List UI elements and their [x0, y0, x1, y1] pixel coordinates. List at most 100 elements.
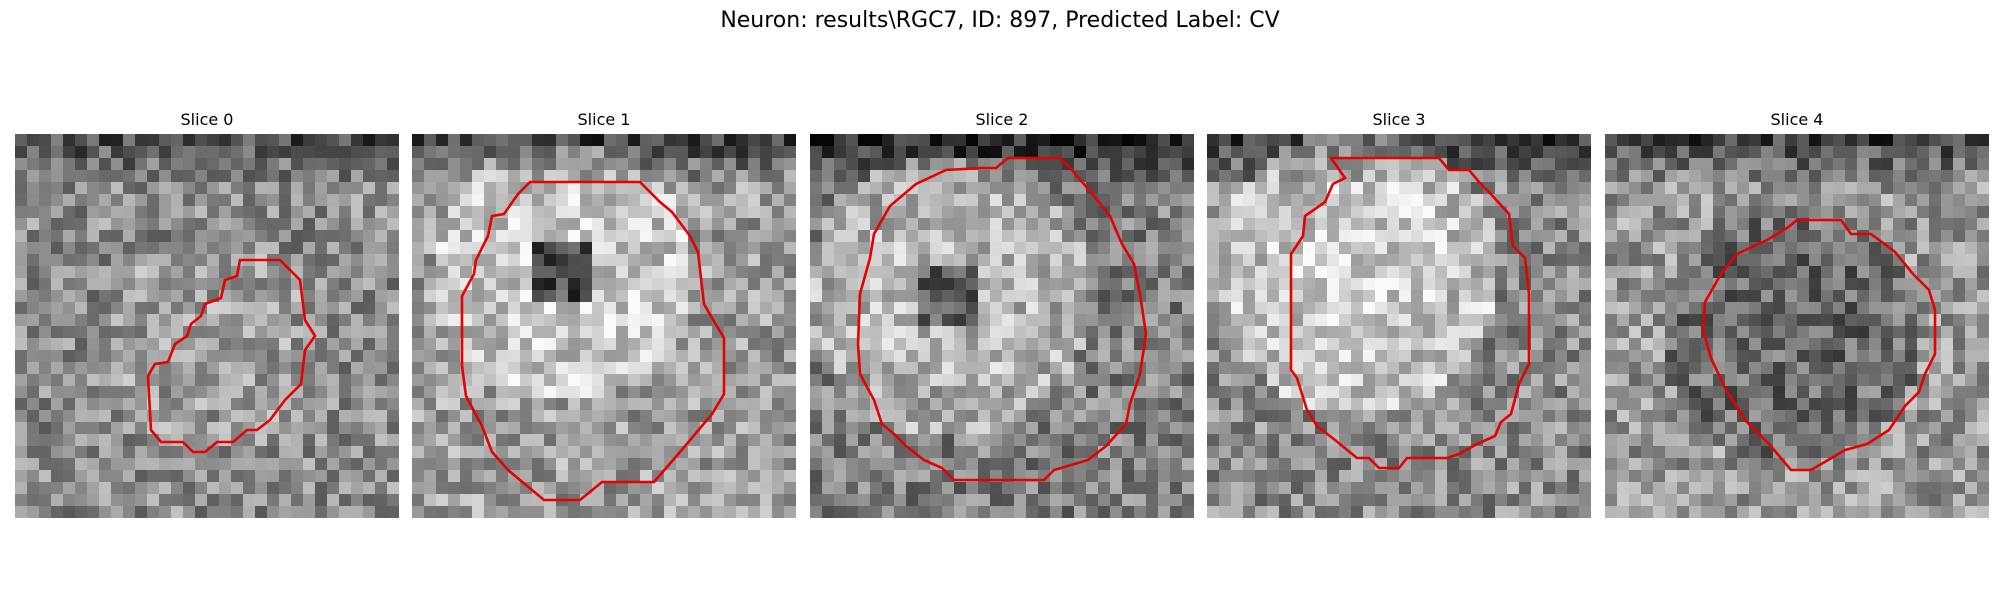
texture-pixel	[1411, 482, 1424, 495]
texture-pixel	[1375, 494, 1388, 507]
texture-pixel	[556, 158, 569, 171]
texture-pixel	[1617, 206, 1630, 219]
texture-pixel	[520, 206, 533, 219]
texture-pixel	[1243, 146, 1256, 159]
texture-pixel	[1423, 458, 1436, 471]
texture-pixel	[436, 482, 449, 495]
texture-pixel	[1279, 194, 1292, 207]
texture-pixel	[822, 134, 835, 147]
texture-pixel	[1351, 338, 1364, 351]
texture-pixel	[1471, 218, 1484, 231]
texture-pixel	[1243, 506, 1256, 518]
texture-pixel	[882, 494, 895, 507]
texture-pixel	[1411, 194, 1424, 207]
texture-pixel	[1653, 182, 1666, 195]
texture-pixel	[1231, 374, 1244, 387]
texture-pixel	[1146, 254, 1159, 267]
texture-pixel	[1098, 350, 1111, 363]
texture-pixel	[1207, 422, 1220, 435]
texture-pixel	[568, 254, 581, 267]
texture-pixel	[1821, 266, 1834, 279]
texture-pixel	[652, 278, 665, 291]
texture-pixel	[1327, 302, 1340, 315]
texture-pixel	[1531, 146, 1544, 159]
texture-pixel	[1857, 326, 1870, 339]
texture-pixel	[243, 338, 256, 351]
texture-pixel	[1567, 470, 1580, 483]
texture-pixel	[784, 350, 796, 363]
texture-pixel	[580, 314, 593, 327]
texture-pixel	[664, 494, 677, 507]
texture-pixel	[1158, 350, 1171, 363]
texture-pixel	[930, 338, 943, 351]
texture-pixel	[1543, 194, 1556, 207]
texture-pixel	[1567, 506, 1580, 518]
texture-pixel	[1447, 410, 1460, 423]
texture-pixel	[724, 242, 737, 255]
texture-pixel	[1725, 302, 1738, 315]
texture-pixel	[1110, 398, 1123, 411]
texture-pixel	[1713, 230, 1726, 243]
texture-pixel	[1641, 266, 1654, 279]
texture-pixel	[1014, 194, 1027, 207]
texture-pixel	[978, 146, 991, 159]
texture-pixel	[1797, 398, 1810, 411]
texture-pixel	[1146, 494, 1159, 507]
texture-pixel	[616, 158, 629, 171]
texture-pixel	[1231, 278, 1244, 291]
texture-pixel	[724, 326, 737, 339]
texture-pixel	[1303, 230, 1316, 243]
texture-pixel	[676, 182, 689, 195]
texture-pixel	[1893, 230, 1906, 243]
texture-pixel	[219, 230, 232, 243]
texture-pixel	[1677, 266, 1690, 279]
texture-pixel	[1905, 290, 1918, 303]
texture-pixel	[760, 182, 773, 195]
texture-pixel	[1941, 242, 1954, 255]
texture-pixel	[978, 206, 991, 219]
texture-pixel	[363, 362, 376, 375]
texture-pixel	[1267, 398, 1280, 411]
texture-pixel	[363, 266, 376, 279]
texture-pixel	[906, 350, 919, 363]
texture-pixel	[1629, 314, 1642, 327]
texture-pixel	[1471, 158, 1484, 171]
texture-pixel	[63, 398, 76, 411]
texture-pixel	[63, 146, 76, 159]
texture-pixel	[123, 494, 136, 507]
texture-pixel	[15, 446, 28, 459]
texture-pixel	[1423, 350, 1436, 363]
texture-pixel	[303, 206, 316, 219]
texture-pixel	[1701, 374, 1714, 387]
texture-pixel	[484, 422, 497, 435]
texture-pixel	[159, 218, 172, 231]
texture-pixel	[870, 446, 883, 459]
texture-pixel	[472, 290, 485, 303]
texture-pixel	[1531, 398, 1544, 411]
texture-pixel	[1567, 158, 1580, 171]
texture-pixel	[1507, 254, 1520, 267]
texture-pixel	[1207, 194, 1220, 207]
texture-pixel	[1387, 206, 1400, 219]
texture-pixel	[1146, 230, 1159, 243]
texture-pixel	[1965, 350, 1978, 363]
texture-pixel	[424, 206, 437, 219]
texture-pixel	[1255, 446, 1268, 459]
texture-pixel	[303, 398, 316, 411]
texture-pixel	[918, 314, 931, 327]
texture-pixel	[1617, 182, 1630, 195]
texture-pixel	[436, 170, 449, 183]
texture-pixel	[1555, 182, 1568, 195]
texture-pixel	[906, 470, 919, 483]
texture-pixel	[1375, 470, 1388, 483]
texture-pixel	[1953, 158, 1966, 171]
texture-pixel	[580, 362, 593, 375]
texture-pixel	[930, 326, 943, 339]
texture-pixel	[1267, 410, 1280, 423]
texture-pixel	[484, 374, 497, 387]
texture-pixel	[1821, 290, 1834, 303]
texture-pixel	[1773, 194, 1786, 207]
texture-pixel	[1773, 326, 1786, 339]
texture-pixel	[315, 314, 328, 327]
texture-pixel	[123, 302, 136, 315]
